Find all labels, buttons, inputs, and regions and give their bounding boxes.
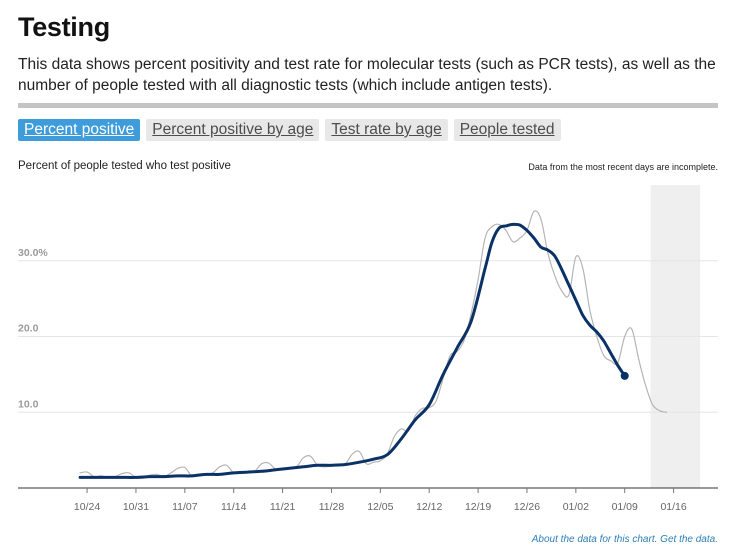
- x-tick-label: 11/21: [270, 501, 296, 513]
- average-line: [78, 222, 627, 479]
- average-endpoint: [620, 371, 629, 380]
- y-tick-label: 10.0: [18, 398, 39, 410]
- chart-footer: About the data for this chart. Get the d…: [532, 534, 718, 545]
- x-tick-label: 11/14: [221, 501, 247, 513]
- x-tick-label: 12/26: [514, 501, 540, 513]
- x-tick-label: 01/09: [612, 501, 638, 513]
- x-tick-label: 01/16: [660, 501, 686, 513]
- y-tick-label: 30.0%: [18, 247, 48, 259]
- page-description: This data shows percent positivity and t…: [18, 56, 716, 94]
- x-tick-label: 10/24: [74, 501, 100, 513]
- page-title: Testing: [18, 12, 110, 42]
- daily-line: [79, 210, 668, 479]
- tab-test-rate-by-age[interactable]: Test rate by age: [325, 119, 448, 141]
- tab-people-tested[interactable]: People tested: [453, 119, 561, 141]
- x-tick-label: 10/31: [123, 501, 149, 513]
- get-data-link[interactable]: Get the data.: [660, 534, 718, 545]
- chart-tabs: Percent positive Percent positive by age…: [18, 119, 561, 141]
- header-divider: [18, 103, 718, 108]
- x-tick-label: 11/28: [319, 501, 345, 513]
- x-tick-label: 12/05: [367, 501, 393, 513]
- x-tick-label: 12/19: [465, 501, 491, 513]
- x-tick-label: 01/02: [563, 501, 589, 513]
- tab-percent-positive-by-age[interactable]: Percent positive by age: [146, 119, 320, 141]
- x-tick-label: 12/12: [416, 501, 442, 513]
- x-tick-label: 11/07: [172, 501, 198, 513]
- chart-subtitle: Percent of people tested who test positi…: [18, 160, 231, 172]
- tab-percent-positive[interactable]: Percent positive: [18, 119, 141, 141]
- about-data-link[interactable]: About the data for this chart.: [531, 534, 658, 545]
- incomplete-data-note: Data from the most recent days are incom…: [528, 162, 718, 172]
- y-tick-label: 20.0: [18, 323, 39, 335]
